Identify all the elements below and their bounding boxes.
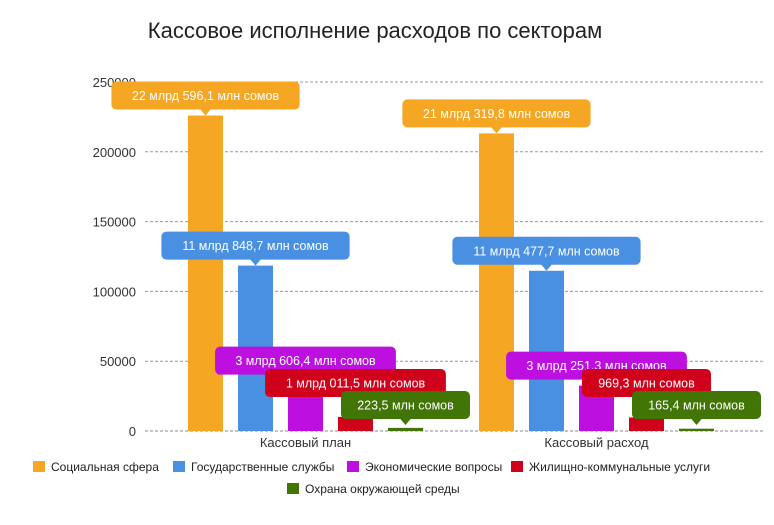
legend-item: Государственные службы: [173, 460, 334, 474]
data-labels: 22 млрд 596,1 млн сомов 21 млрд 319,8 млн…: [111, 81, 761, 425]
bar: [529, 270, 564, 431]
y-tick-label: 150000: [93, 215, 136, 230]
data-label-text: 3 млрд 606,4 млн сомов: [235, 354, 376, 368]
bar: [629, 417, 664, 431]
data-label: 223,5 млн сомов: [341, 391, 470, 425]
data-label-text: 223,5 млн сомов: [357, 399, 454, 413]
y-tick-label: 100000: [93, 284, 136, 299]
legend-item: Экономические вопросы: [347, 460, 502, 474]
data-label-text: 969,3 млн сомов: [598, 377, 695, 391]
data-label: 11 млрд 848,7 млн сомов: [161, 231, 350, 266]
data-label-text: 22 млрд 596,1 млн сомов: [132, 89, 280, 103]
bar: [188, 115, 223, 431]
legend-item: Охрана окружающей среды: [287, 482, 460, 496]
legend-label: Государственные службы: [191, 460, 334, 474]
y-axis: 050000100000150000200000250000: [93, 75, 136, 439]
legend-swatch: [511, 461, 523, 472]
bar: [388, 427, 423, 431]
y-tick-label: 200000: [93, 145, 136, 160]
data-label: 21 млрд 319,8 млн сомов: [402, 99, 591, 134]
x-axis: Кассовый план Кассовый расход: [260, 435, 649, 450]
legend-label: Экономические вопросы: [365, 460, 502, 474]
legend-item: Социальная сфера: [33, 460, 159, 474]
chart-title: Кассовое исполнение расходов по секторам: [148, 18, 602, 43]
data-label-text: 21 млрд 319,8 млн сомов: [423, 107, 571, 121]
data-label-text: 1 млрд 011,5 млн сомов: [286, 377, 426, 391]
legend-swatch: [287, 483, 299, 494]
x-tick-label: Кассовый план: [260, 435, 351, 450]
y-tick-label: 0: [129, 424, 136, 439]
data-label: 22 млрд 596,1 млн сомов: [111, 81, 300, 116]
data-label-text: 11 млрд 848,7 млн сомов: [182, 239, 329, 253]
data-label: 1 млрд 011,5 млн сомов: [265, 369, 446, 403]
data-label-text: 165,4 млн сомов: [648, 399, 745, 413]
legend-swatch: [347, 461, 359, 472]
legend: Социальная сфера Государственные службы Эк…: [33, 460, 710, 496]
bar: [679, 428, 714, 431]
data-label: 11 млрд 477,7 млн сомов: [452, 236, 641, 271]
bar: [338, 416, 373, 431]
legend-swatch: [173, 461, 185, 472]
legend-label: Социальная сфера: [51, 460, 159, 474]
legend-label: Жилищно-коммунальные услуги: [529, 460, 710, 474]
data-label-text: 11 млрд 477,7 млн сомов: [473, 244, 620, 258]
data-label: 165,4 млн сомов: [632, 391, 761, 425]
legend-swatch: [33, 461, 45, 472]
y-tick-label: 50000: [100, 354, 136, 369]
x-tick-label: Кассовый расход: [544, 435, 649, 450]
legend-label: Охрана окружающей среды: [305, 482, 460, 496]
bar: [479, 133, 514, 431]
legend-item: Жилищно-коммунальные услуги: [511, 460, 710, 474]
